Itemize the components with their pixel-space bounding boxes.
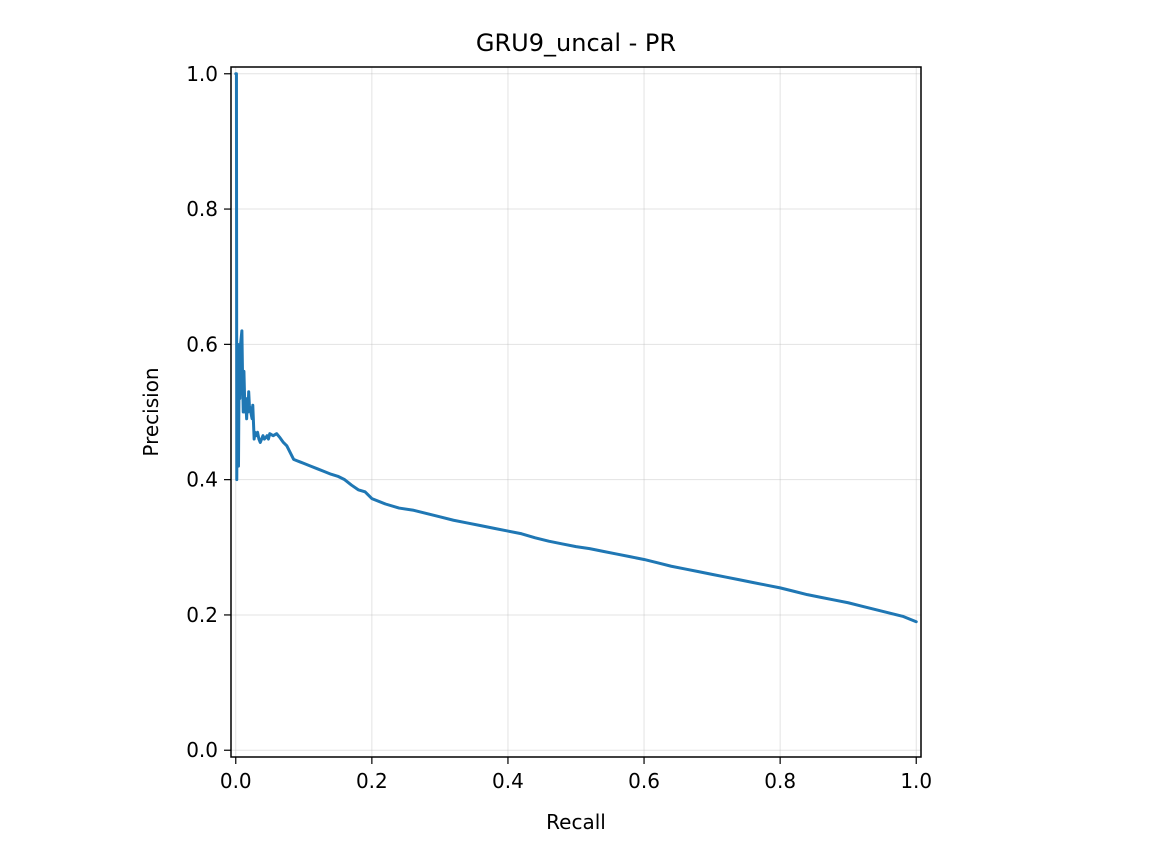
series-layer — [234, 72, 918, 624]
y-tick-label: 0.8 — [186, 197, 218, 221]
x-axis-ticks: 0.0 0.2 0.4 0.6 0.8 1.0 — [220, 757, 932, 793]
chart-title: GRU9_uncal - PR — [476, 29, 676, 57]
y-axis-label: Precision — [139, 367, 163, 456]
x-tick-label: 0.2 — [356, 769, 388, 793]
x-tick-label: 0.0 — [220, 769, 252, 793]
x-tick-label: 0.8 — [764, 769, 796, 793]
plot-frame — [230, 66, 922, 758]
x-axis-label: Recall — [546, 810, 606, 834]
y-tick-label: 0.2 — [186, 603, 218, 627]
pr-curve-line — [234, 72, 918, 624]
x-tick-label: 1.0 — [900, 769, 932, 793]
y-tick-label: 1.0 — [186, 62, 218, 86]
y-axis-ticks: 0.0 0.2 0.4 0.6 0.8 1.0 — [186, 62, 231, 762]
x-tick-label: 0.4 — [492, 769, 524, 793]
x-tick-label: 0.6 — [628, 769, 660, 793]
y-tick-label: 0.6 — [186, 332, 218, 356]
grid — [231, 67, 921, 757]
y-tick-label: 0.4 — [186, 468, 218, 492]
y-tick-label: 0.0 — [186, 738, 218, 762]
